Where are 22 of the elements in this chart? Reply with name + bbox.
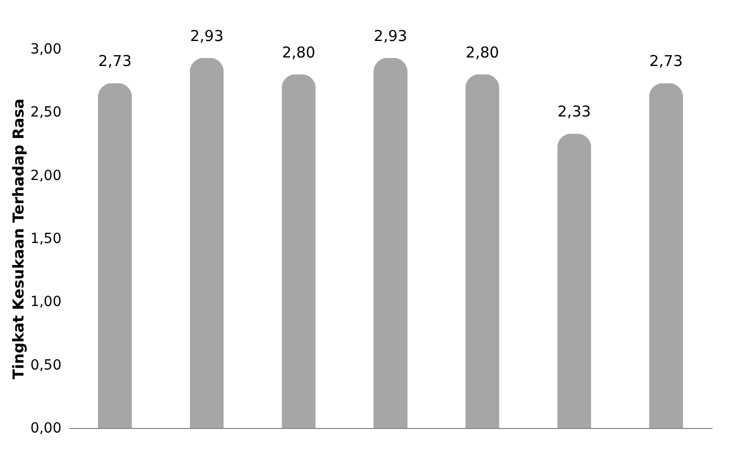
bar: [465, 74, 500, 428]
y-tick-label: 2,50: [30, 104, 62, 121]
y-tick-label: 0,50: [30, 357, 62, 374]
data-label: 2,73: [649, 52, 683, 70]
bar: [282, 74, 316, 428]
bar: [649, 83, 684, 428]
y-tick-label: 3,00: [30, 42, 62, 58]
data-label: 2,73: [98, 52, 132, 70]
y-tick-label: 0,00: [30, 420, 62, 436]
y-tick-label: 2,00: [30, 168, 62, 184]
y-axis-title: Tingkat Kesukaan Terhadap Rasa: [9, 98, 28, 380]
bar: [190, 58, 224, 428]
bar: [557, 134, 592, 428]
bar: [98, 83, 132, 428]
y-tick-label: 1,00: [30, 294, 62, 310]
data-label: 2,93: [374, 26, 408, 45]
bar: [374, 58, 408, 428]
data-label: 2,80: [466, 43, 500, 62]
data-label: 2,33: [558, 102, 591, 121]
data-label: 2,93: [190, 26, 224, 45]
y-tick-label: 1,50: [30, 231, 62, 247]
data-label: 2,80: [282, 43, 316, 62]
